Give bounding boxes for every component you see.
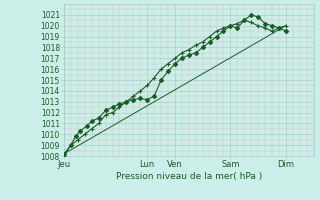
X-axis label: Pression niveau de la mer( hPa ): Pression niveau de la mer( hPa ) bbox=[116, 172, 262, 181]
